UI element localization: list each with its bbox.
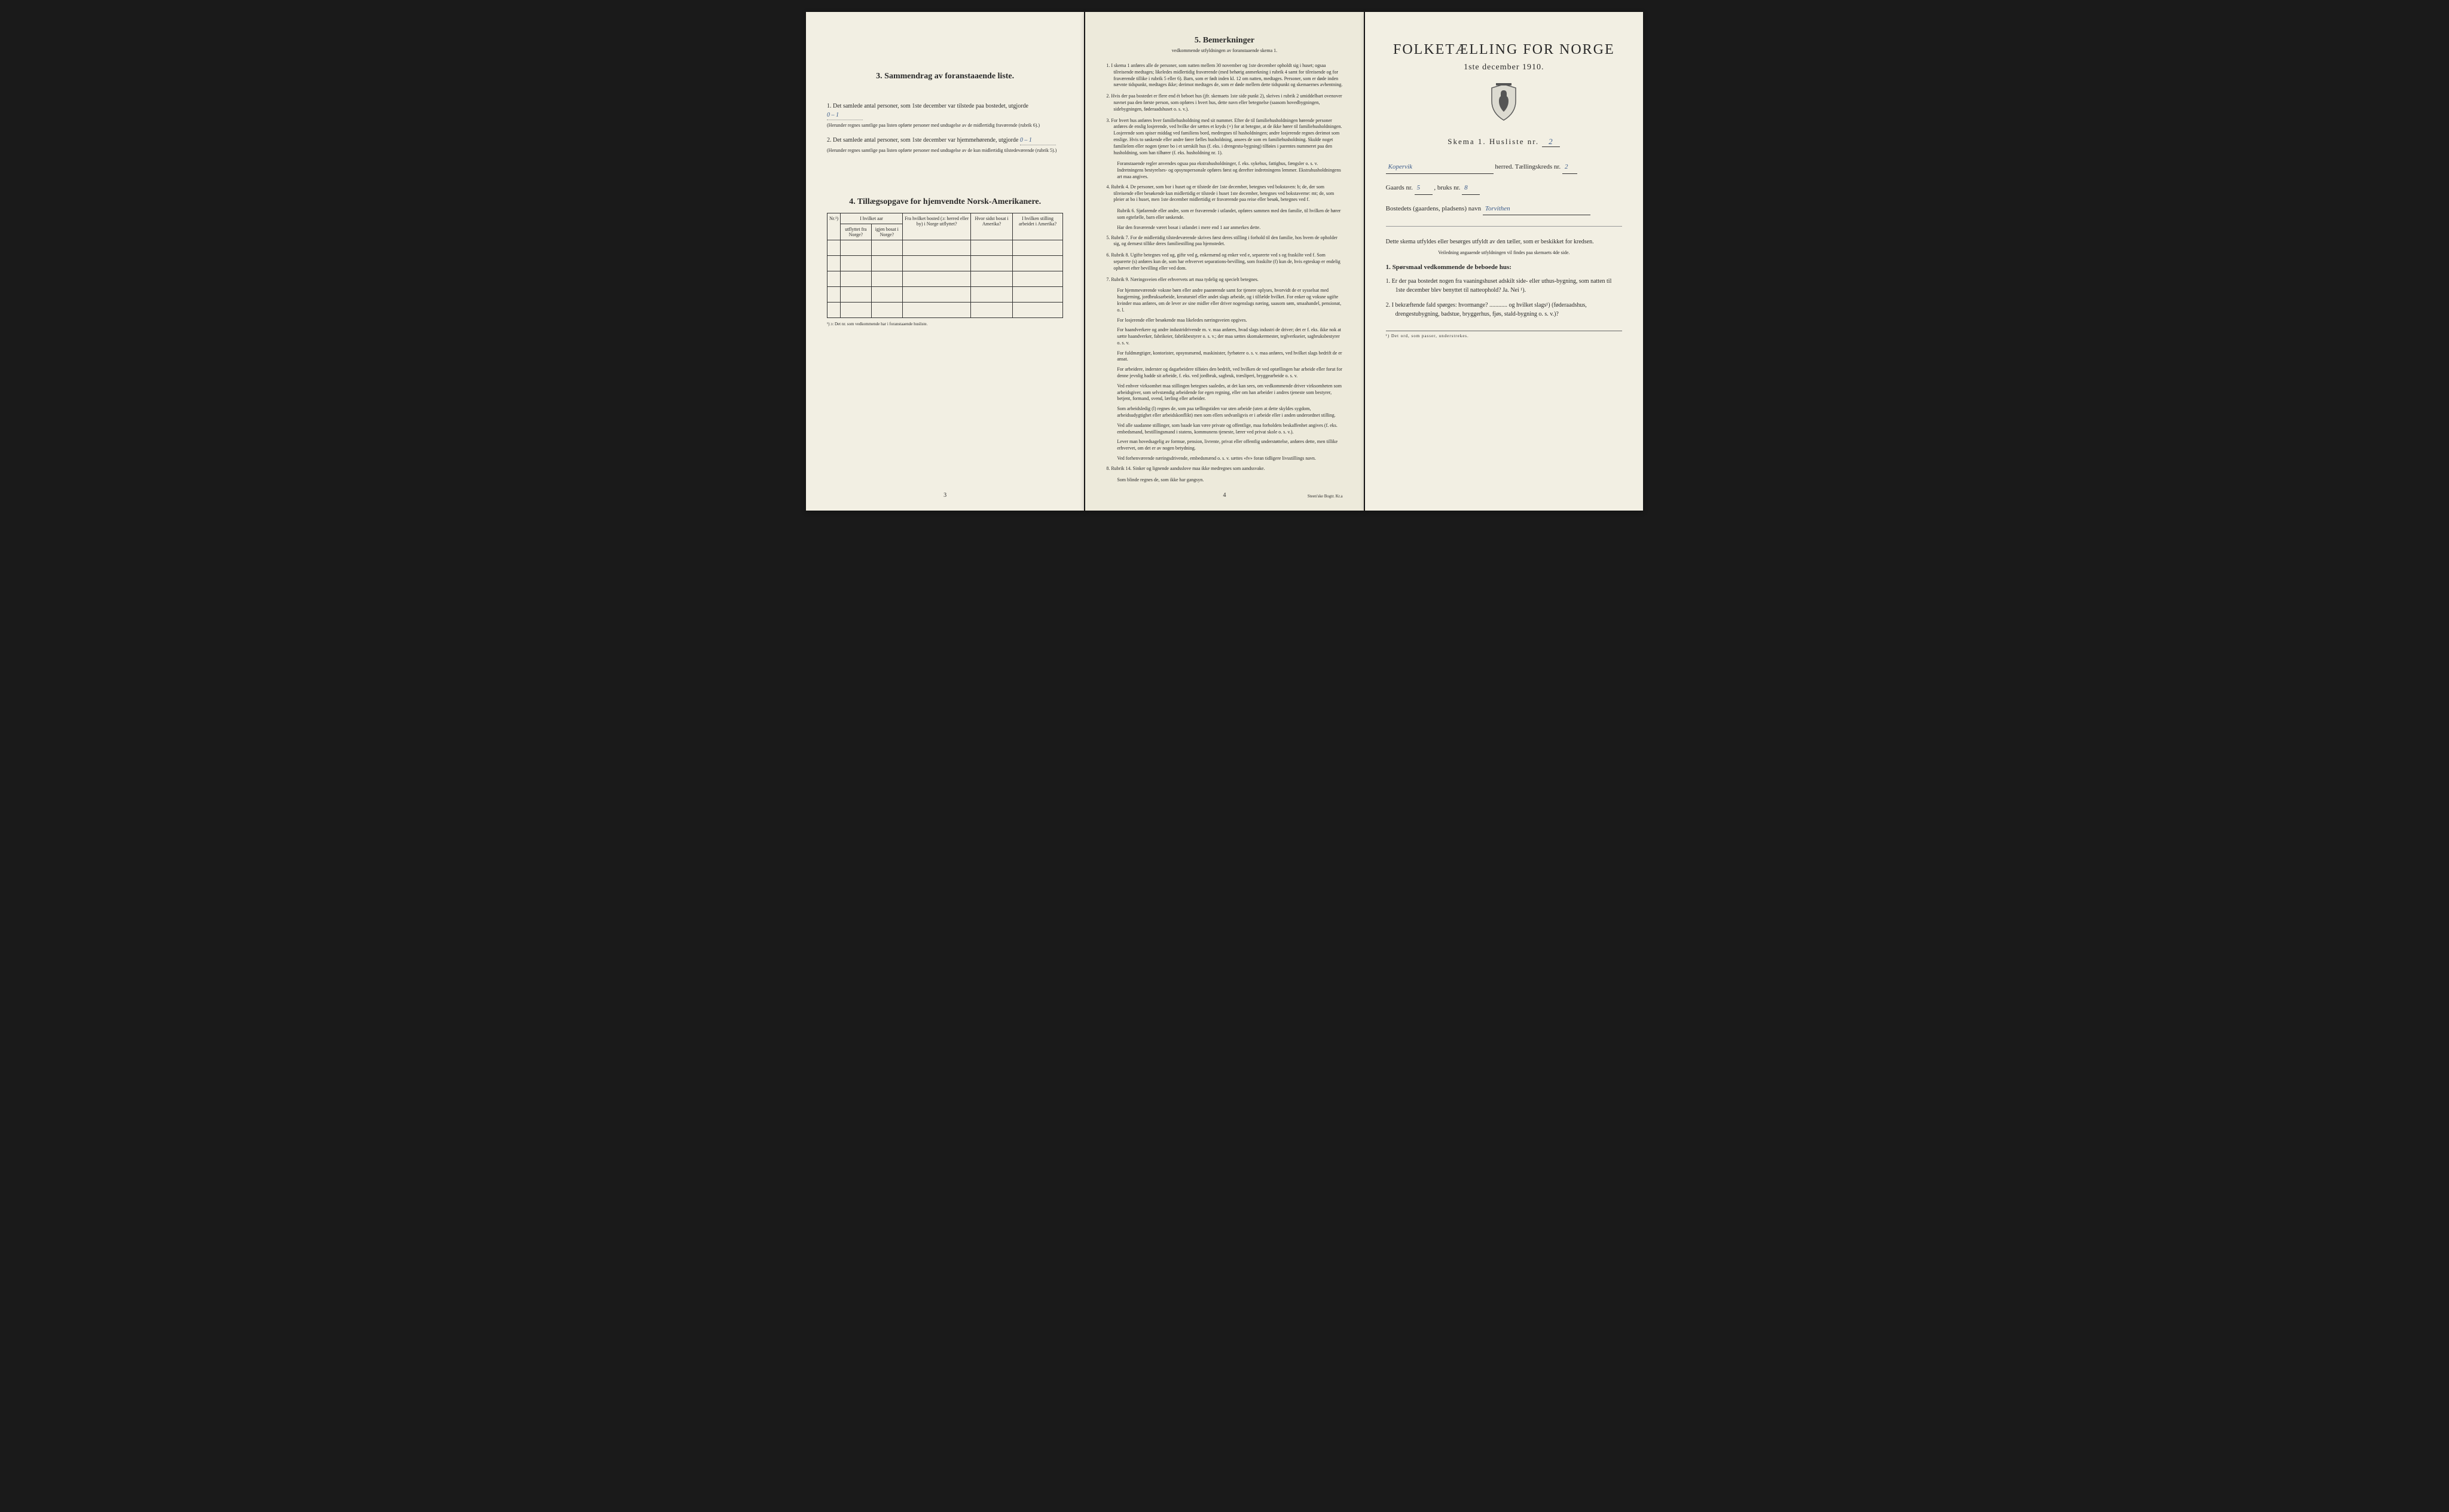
table-row [827, 286, 1063, 302]
remark-item: 8. Rubrik 14. Sinker og lignende aandssl… [1106, 466, 1342, 472]
page-4: 5. Bemerkninger vedkommende utfyldningen… [1085, 12, 1363, 511]
summary-item-2: 2. Det samlede antal personer, som 1ste … [827, 136, 1063, 154]
husliste-nr: 2 [1542, 137, 1560, 147]
page-number: 3 [943, 492, 946, 499]
census-date: 1ste december 1910. [1386, 63, 1622, 72]
herred-line: Kopervik herred. Tællingskreds nr. 2 [1386, 161, 1622, 174]
bosted-value: Torvithen [1483, 203, 1590, 216]
remark-item: Foranstaaende regler anvendes ogsaa paa … [1106, 161, 1342, 180]
remark-item: For arbeidere, inderster og dagarbeidere… [1106, 366, 1342, 380]
remark-item: Rubrik 6. Sjøfarende eller andre, som er… [1106, 208, 1342, 221]
bosted-line: Bostedets (gaardens, pladsens) navn Torv… [1386, 203, 1622, 216]
summary-item-1-note: (Herunder regnes samtlige paa listen opf… [827, 123, 1063, 129]
summary-item-1-text: 1. Det samlede antal personer, som 1ste … [827, 103, 1028, 109]
herred-value: Kopervik [1386, 161, 1494, 174]
remark-item: 6. Rubrik 8. Ugifte betegnes ved ug, gif… [1106, 252, 1342, 271]
summary-item-2-value: 0 – 1 [1020, 136, 1056, 145]
table-footnote: ¹) ɔ: Det nr. som vedkommende har i fora… [827, 322, 1063, 326]
remarks-subtitle: vedkommende utfyldningen av foranstaaend… [1106, 48, 1342, 53]
gaard-line: Gaards nr. 5 , bruks nr. 8 [1386, 182, 1622, 195]
summary-item-1-value: 0 – 1 [827, 111, 863, 120]
table-row [827, 271, 1063, 286]
question-1: 1. Er der paa bostedet nogen fra vaaning… [1386, 277, 1622, 295]
remark-item: 2. Hvis der paa bostedet er flere end ét… [1106, 93, 1342, 112]
th-stilling: I hvilken stilling arbeidet i Amerika? [1012, 213, 1063, 240]
remarks-title: 5. Bemerkninger [1106, 36, 1342, 45]
skema-line: Skema 1. Husliste nr. 2 [1386, 137, 1622, 147]
remark-item: Lever man hovedsagelig av formue, pensio… [1106, 439, 1342, 452]
table-row [827, 255, 1063, 271]
census-title: FOLKETÆLLING FOR NORGE [1386, 42, 1622, 58]
bruks-label: , bruks nr. [1434, 184, 1460, 191]
gaard-label: Gaards nr. [1386, 184, 1413, 191]
th-utflyttet: utflyttet fra Norge? [841, 224, 872, 240]
remarks-list: 1. I skema 1 anføres alle de personer, s… [1106, 63, 1342, 483]
document-spread: 3. Sammendrag av foranstaaende liste. 1.… [806, 12, 1643, 511]
remark-item: Ved enhver virksomhet maa stillingen bet… [1106, 383, 1342, 402]
remark-item: 1. I skema 1 anføres alle de personer, s… [1106, 63, 1342, 88]
th-hvor-sidst: Hvor sidst bosat i Amerika? [971, 213, 1012, 240]
th-fra-bosted: Fra hvilket bosted (ɔ: herred eller by) … [902, 213, 970, 240]
remark-item: 3. For hvert hus anføres hver familiehus… [1106, 118, 1342, 157]
emigrant-table: Nr.¹) I hvilket aar Fra hvilket bosted (… [827, 213, 1063, 318]
cover-footnote: ¹) Det ord, som passer, understrekes. [1386, 331, 1622, 338]
remark-item: For haandverkere og andre industridriven… [1106, 327, 1342, 346]
table-row [827, 240, 1063, 255]
kreds-nr: 2 [1562, 161, 1577, 174]
remark-item: 7. Rubrik 9. Næringsveien eller erhverve… [1106, 277, 1342, 283]
bosted-label: Bostedets (gaardens, pladsens) navn [1386, 205, 1481, 212]
gaard-nr: 5 [1415, 182, 1433, 195]
remark-item: Ved forhenværende næringsdrivende, embed… [1106, 456, 1342, 462]
summary-item-2-note: (Herunder regnes samtlige paa listen opf… [827, 148, 1063, 154]
remark-item: For losjerende eller besøkende maa likel… [1106, 317, 1342, 324]
bruks-nr: 8 [1462, 182, 1480, 195]
remark-item: Har den fraværende været bosat i utlande… [1106, 225, 1342, 231]
fill-instruction: Dette skema utfyldes eller besørges utfy… [1386, 237, 1622, 246]
remark-item: 4. Rubrik 4. De personer, som bor i huse… [1106, 184, 1342, 203]
divider [1386, 226, 1622, 227]
table-row [827, 302, 1063, 317]
th-igjen-bosat: igjen bosat i Norge? [871, 224, 902, 240]
herred-label: herred. Tællingskreds nr. [1495, 163, 1561, 170]
printer-mark: Steen'ske Bogtr. Kr.a [1308, 494, 1343, 499]
summary-item-2-text: 2. Det samlede antal personer, som 1ste … [827, 137, 1018, 143]
summary-item-1: 1. Det samlede antal personer, som 1ste … [827, 102, 1063, 129]
page-number: 4 [1223, 492, 1226, 499]
th-nr: Nr.¹) [827, 213, 841, 240]
question-2: 2. I bekræftende fald spørges: hvormange… [1386, 301, 1622, 319]
remark-item: Ved alle saadanne stillinger, som baade … [1106, 423, 1342, 436]
section-4-title: 4. Tillægsopgave for hjemvendte Norsk-Am… [827, 197, 1063, 207]
remark-item: Som arbeidsledig (l) regnes de, som paa … [1106, 406, 1342, 419]
th-year-group: I hvilket aar [841, 213, 903, 224]
remark-item: For fuldmægtiger, kontorister, opsynsmæn… [1106, 350, 1342, 364]
questions-heading: 1. Spørsmaal vedkommende de beboede hus: [1386, 264, 1622, 271]
remark-item: 5. Rubrik 7. For de midlertidig tilstede… [1106, 235, 1342, 248]
page-3: 3. Sammendrag av foranstaaende liste. 1.… [806, 12, 1084, 511]
remark-item: Som blinde regnes de, som ikke har gangs… [1106, 477, 1342, 484]
section-3-title: 3. Sammendrag av foranstaaende liste. [827, 72, 1063, 81]
skema-label: Skema 1. Husliste nr. [1448, 137, 1539, 146]
remark-item: For hjemmeværende voksne børn eller andr… [1106, 288, 1342, 313]
coat-of-arms-icon [1386, 83, 1622, 125]
emigrant-table-body [827, 240, 1063, 317]
page-cover: FOLKETÆLLING FOR NORGE 1ste december 191… [1365, 12, 1643, 511]
guidance-note: Veiledning angaaende utfyldningen vil fi… [1386, 250, 1622, 255]
